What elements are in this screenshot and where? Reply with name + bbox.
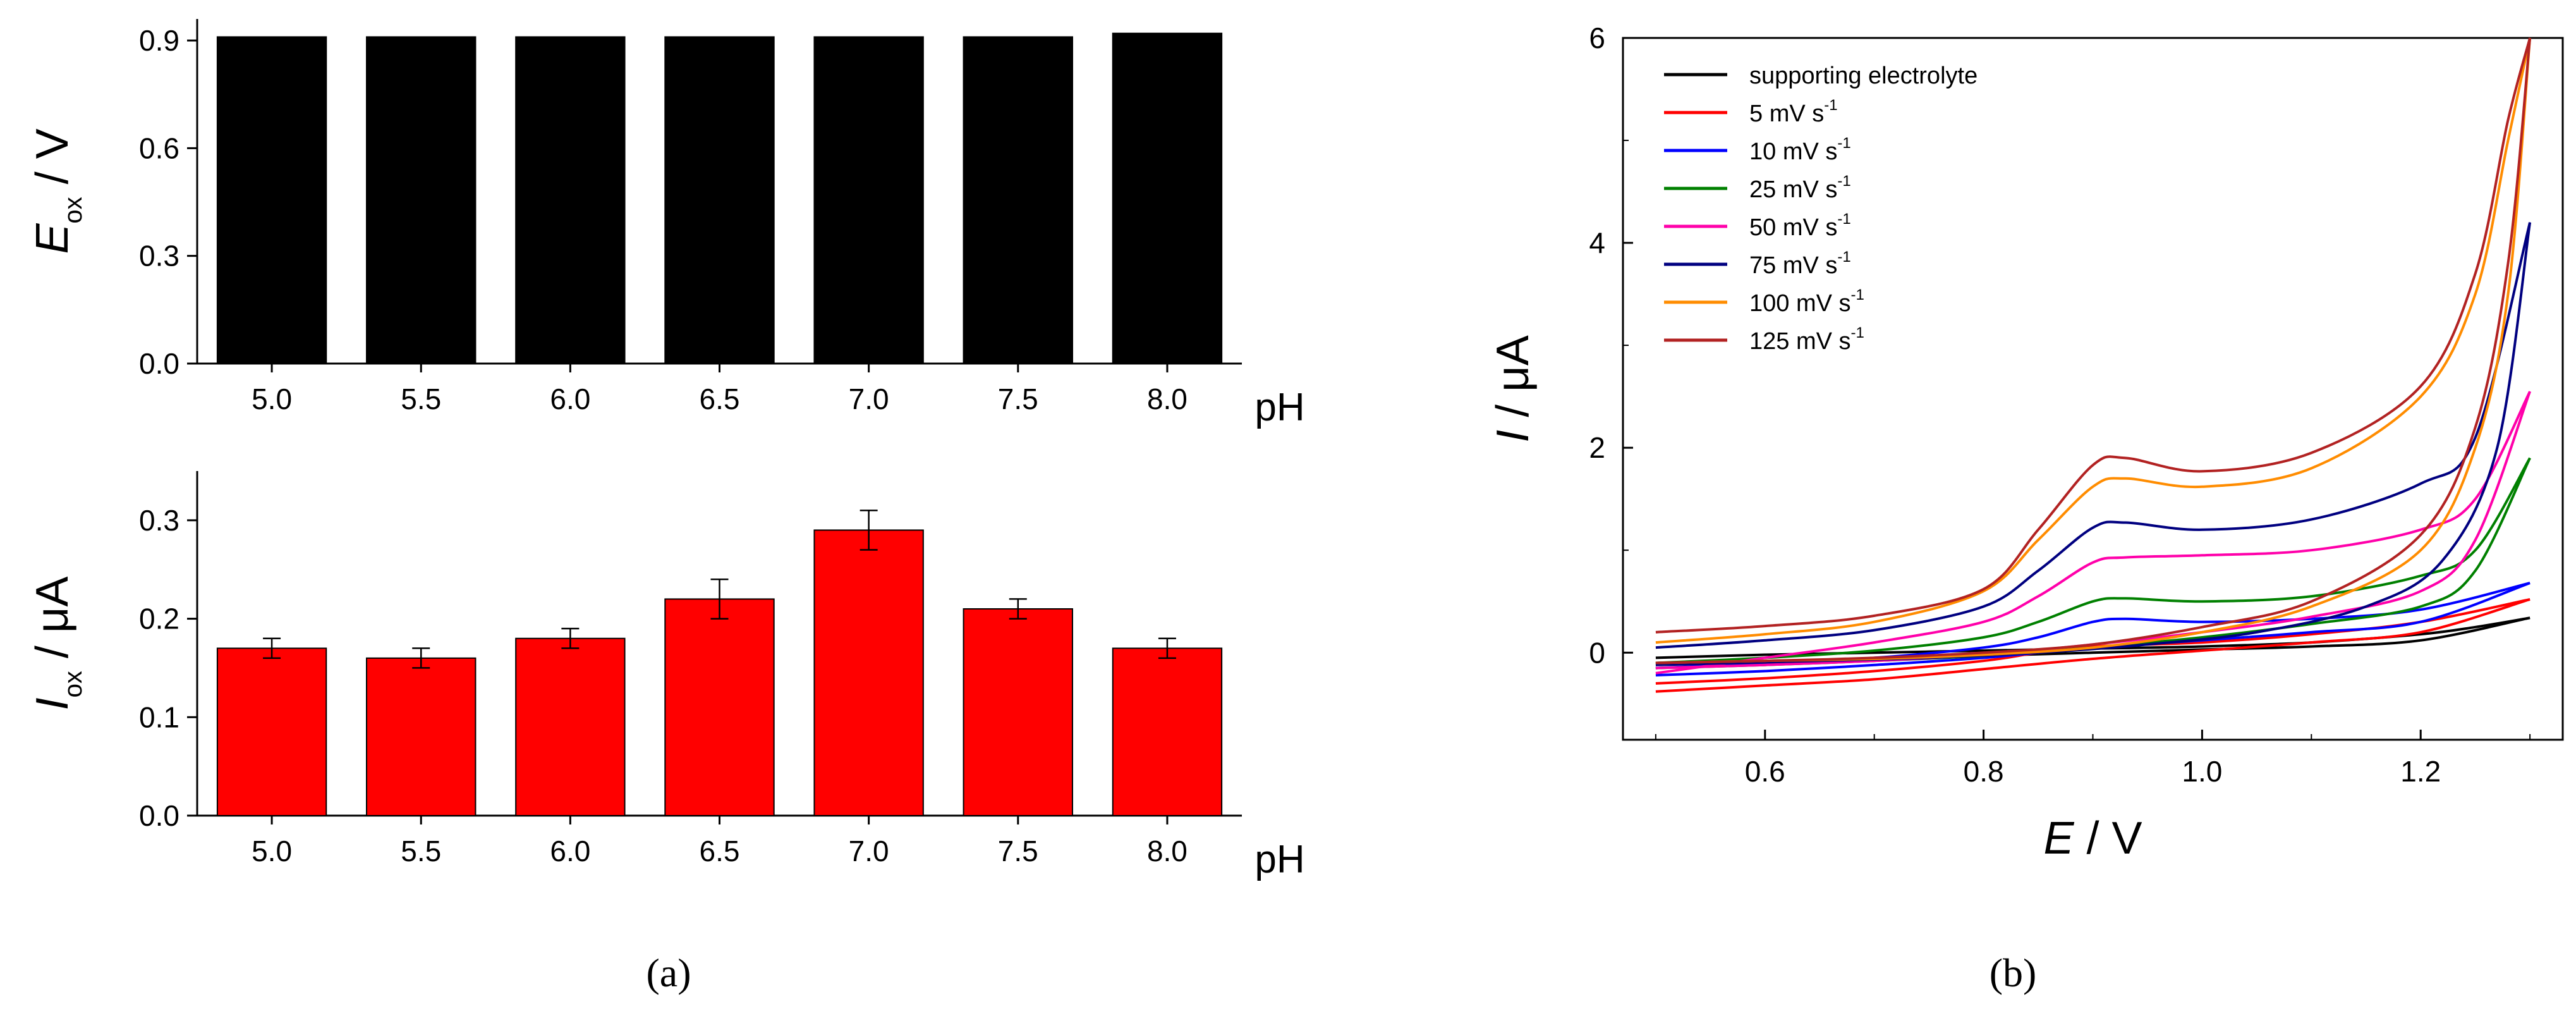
- x-axis-title: pH: [1255, 838, 1304, 881]
- series-line-reverse: [1655, 598, 2530, 693]
- bar: [963, 608, 1073, 816]
- x-tick-label: 5.0: [252, 835, 292, 867]
- ph-vs-current-chart: 0.0 0.1 0.2 0.3 5.0 5.5 6.0 6.5 7.0 7.5 8.0 pH Iox /…: [27, 471, 1305, 881]
- series-line-forward: [1655, 391, 2531, 675]
- bar: [216, 36, 327, 364]
- y-axis-title: Eox / V: [27, 128, 87, 254]
- series-line-forward: [1655, 37, 2532, 644]
- legend-label: 100 mV s-1: [1749, 286, 1864, 317]
- x-tick-label: 1.0: [2182, 755, 2222, 788]
- x-axis-title: pH: [1255, 386, 1304, 429]
- legend-label: 50 mV s-1: [1749, 211, 1851, 241]
- x-tick-label: 7.5: [998, 835, 1038, 867]
- x-tick-label: 7.0: [849, 835, 889, 867]
- x-tick-label: 5.5: [401, 383, 441, 415]
- y-tick-label: 6: [1589, 21, 1605, 54]
- bar: [1112, 32, 1223, 365]
- x-tick-label: 0.6: [1745, 755, 1785, 788]
- x-tick-label: 6.0: [550, 835, 590, 867]
- x-tick-label: 6.5: [700, 383, 740, 415]
- bar: [366, 36, 477, 364]
- y-tick-label: 0.3: [139, 504, 179, 537]
- bar: [216, 647, 327, 817]
- y-tick-label: 0.2: [139, 603, 179, 635]
- x-tick-label: 5.5: [401, 835, 441, 867]
- legend-label: 125 mV s-1: [1749, 324, 1864, 355]
- bar: [813, 529, 924, 817]
- x-axis-title: E / V: [2043, 813, 2142, 864]
- legend-label: 10 mV s-1: [1749, 135, 1851, 165]
- legend-label: 75 mV s-1: [1749, 248, 1851, 279]
- y-tick-label: 0.1: [139, 701, 179, 733]
- x-tick-label: 5.0: [252, 383, 292, 415]
- y-tick-label: 0.0: [139, 347, 179, 380]
- series-line-forward: [1655, 222, 2532, 649]
- y-tick-label: 0: [1589, 636, 1605, 669]
- legend-label: 25 mV s-1: [1749, 173, 1851, 203]
- y-tick-label: 4: [1589, 226, 1605, 259]
- y-tick-label: 2: [1589, 431, 1605, 464]
- bar: [515, 637, 626, 816]
- legend-label: supporting electrolyte: [1749, 63, 1978, 89]
- x-tick-label: 0.8: [1964, 755, 2004, 788]
- bar: [664, 36, 775, 364]
- cyclic-voltammetry-chart: 0.6 0.8 1.0 1.2 0 2 4 6 E / V I / μA supporting el…: [1488, 21, 2564, 864]
- y-tick-label: 0.0: [139, 799, 179, 832]
- x-tick-label: 6.5: [700, 835, 740, 867]
- bar: [366, 657, 477, 817]
- bar: [664, 598, 775, 817]
- bar: [515, 36, 626, 364]
- series-line-forward: [1655, 37, 2532, 634]
- x-tick-label: 6.0: [550, 383, 590, 415]
- legend-label: 5 mV s-1: [1749, 97, 1838, 127]
- bar: [1112, 647, 1223, 817]
- panel-label-a: (a): [646, 950, 691, 995]
- bar: [963, 36, 1073, 364]
- ph-vs-potential-chart: 0.0 0.3 0.6 0.9 5.0 5.5 6.0 6.5 7.0 7.5 8.0 pH Eox /…: [27, 19, 1305, 429]
- x-tick-label: 7.0: [849, 383, 889, 415]
- y-tick-label: 0.3: [139, 240, 179, 273]
- x-tick-label: 8.0: [1147, 835, 1188, 867]
- y-axis-title: I / μA: [1488, 335, 1538, 443]
- x-tick-label: 8.0: [1147, 383, 1188, 415]
- series-line-reverse: [1655, 37, 2532, 665]
- x-tick-label: 1.2: [2400, 755, 2441, 788]
- x-tick-label: 7.5: [998, 383, 1038, 415]
- y-tick-label: 0.6: [139, 132, 179, 164]
- series-line-forward: [1655, 457, 2531, 665]
- y-axis-title: Iox / μA: [27, 577, 87, 711]
- series-line-reverse: [1655, 391, 2531, 670]
- y-tick-label: 0.9: [139, 24, 179, 57]
- panel-label-b: (b): [1990, 950, 2037, 995]
- bar: [813, 36, 924, 364]
